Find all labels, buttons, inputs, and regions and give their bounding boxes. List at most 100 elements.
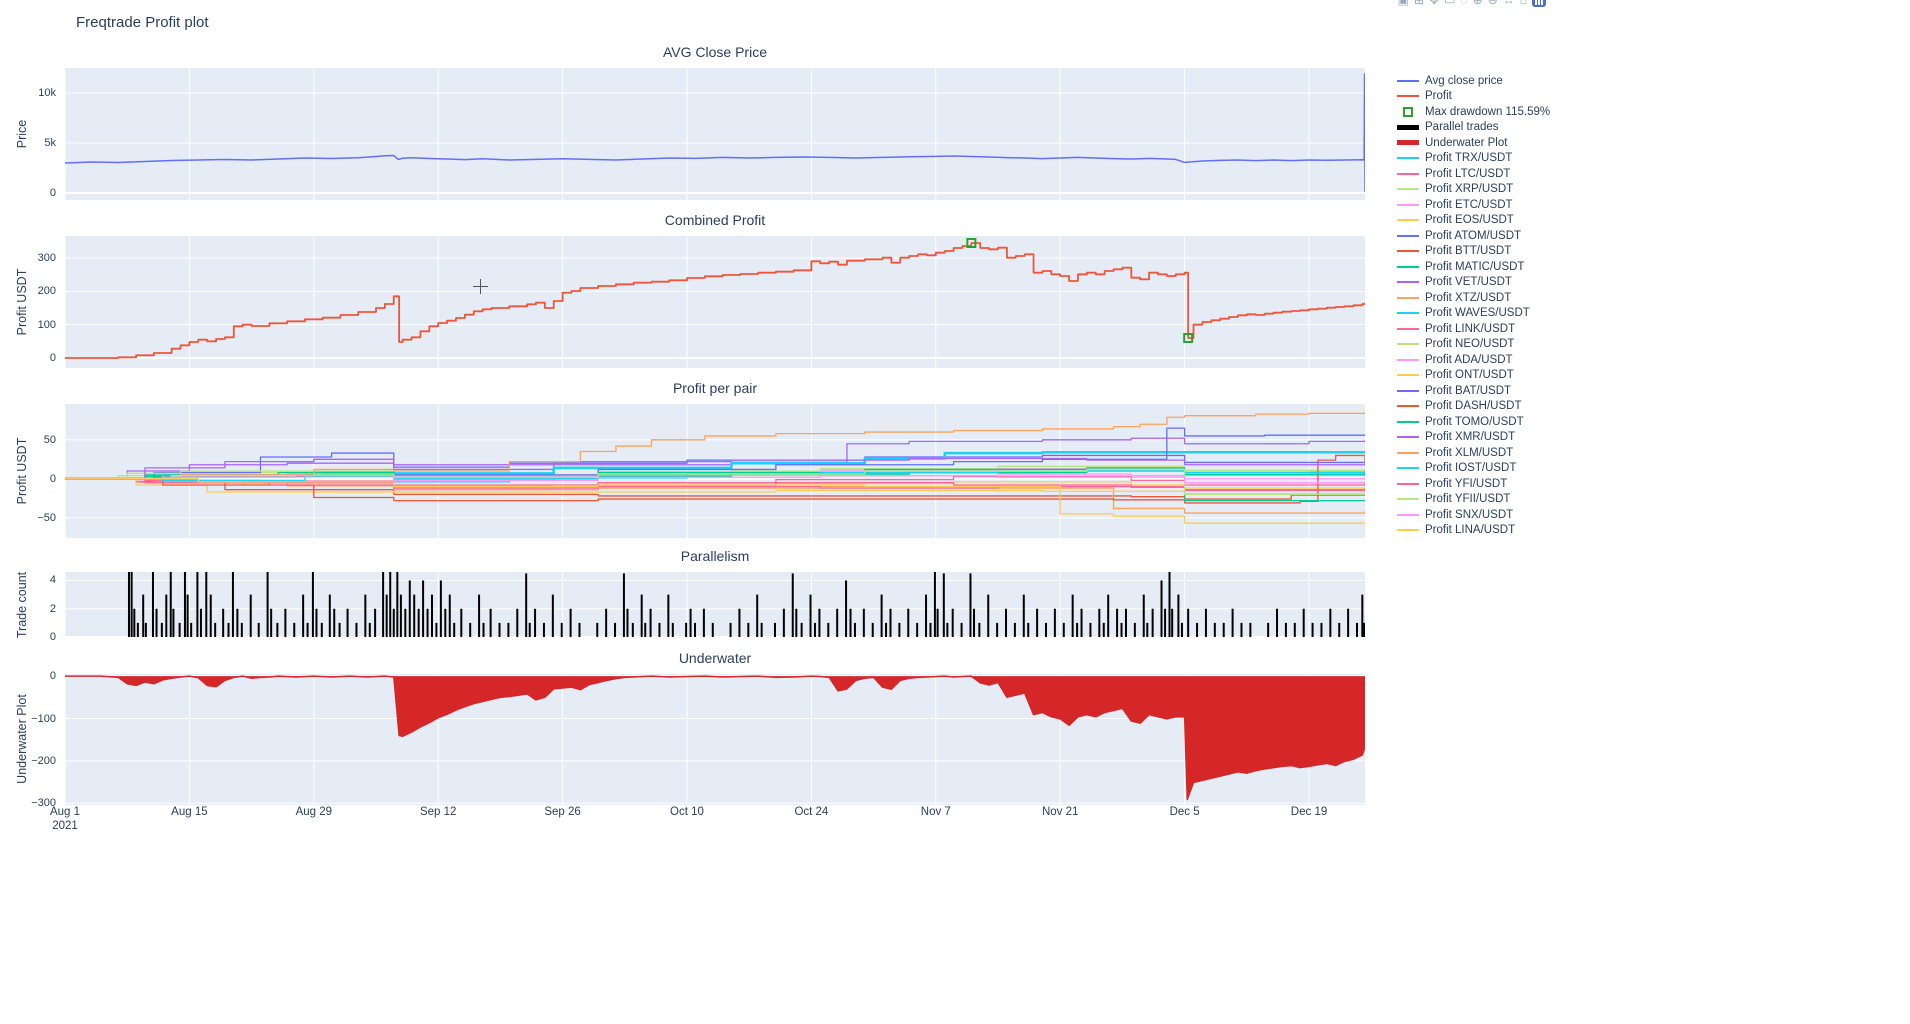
subplot-title-avg-close-price: AVG Close Price [663, 44, 767, 60]
y-tick-label: −200 [31, 754, 56, 767]
legend-item[interactable]: Profit YFII/USDT [1396, 492, 1571, 508]
legend-swatch-icon [1396, 234, 1420, 237]
series-Profit LINA/USDT[interactable] [65, 478, 1365, 524]
legend-item[interactable]: Profit BAT/USDT [1396, 383, 1571, 399]
legend-item[interactable]: Profit EOS/USDT [1396, 213, 1571, 229]
legend-item[interactable]: Underwater Plot [1396, 135, 1571, 151]
series-Profit SNX/USDT[interactable] [65, 475, 1366, 484]
camera-icon[interactable]: ▣ [1397, 0, 1410, 7]
subplot-avg-close-price[interactable] [64, 68, 1366, 200]
subplot-underwater[interactable] [64, 674, 1366, 805]
y-tick-label: 100 [37, 318, 56, 331]
legend-item[interactable]: Profit LTC/USDT [1396, 166, 1571, 182]
legend-item[interactable]: Profit TRX/USDT [1396, 151, 1571, 167]
y-axis-label-profit-usdt-2: Profit USDT [15, 437, 29, 505]
zoom-out-icon[interactable]: ⊖ [1487, 0, 1498, 7]
legend-item[interactable]: Profit XLM/USDT [1396, 445, 1571, 461]
legend-item[interactable]: Profit ONT/USDT [1396, 368, 1571, 384]
legend-item[interactable]: Profit LINA/USDT [1396, 523, 1571, 539]
zoom-in-icon[interactable]: ⊕ [1472, 0, 1483, 7]
series-Avg close price[interactable] [64, 73, 1366, 192]
legend-swatch-icon [1396, 296, 1420, 299]
subplot-title-profit-per-pair: Profit per pair [672, 380, 758, 396]
legend-swatch-icon [1396, 436, 1420, 439]
legend-item[interactable]: Profit DASH/USDT [1396, 399, 1571, 415]
y-tick-label: 0 [49, 670, 56, 683]
legend-label: Profit XLM/USDT [1425, 446, 1514, 459]
legend-swatch-icon [1396, 219, 1420, 222]
legend-swatch-icon [1396, 79, 1420, 82]
reset-axes-icon[interactable]: ⌂ [1519, 0, 1527, 7]
plotly-logo[interactable] [1532, 0, 1546, 7]
legend-item[interactable]: Profit [1396, 89, 1571, 105]
lasso-icon[interactable]: ◌ [1460, 0, 1468, 7]
legend-item[interactable]: Profit NEO/USDT [1396, 337, 1571, 353]
subplot-title-underwater: Underwater [678, 650, 752, 666]
pan-icon[interactable]: ✥ [1429, 0, 1440, 7]
subplot-canvas[interactable] [64, 404, 1366, 538]
plot-background [65, 68, 1365, 200]
legend-swatch-icon [1396, 106, 1420, 117]
area-Underwater Plot[interactable] [65, 676, 1365, 800]
y-tick-label: 200 [37, 285, 56, 298]
legend-item[interactable]: Avg close price [1396, 73, 1571, 89]
legend-item[interactable]: Profit LINK/USDT [1396, 321, 1571, 337]
legend-item[interactable]: Profit IOST/USDT [1396, 461, 1571, 477]
legend-item[interactable]: Profit WAVES/USDT [1396, 306, 1571, 322]
legend-item[interactable]: Profit TOMO/USDT [1396, 414, 1571, 430]
max-drawdown-marker[interactable] [966, 238, 977, 248]
legend-swatch-icon [1396, 343, 1420, 346]
legend-swatch-icon [1396, 389, 1420, 392]
legend-item[interactable]: Profit VET/USDT [1396, 275, 1571, 291]
y-axis-label-underwater: Underwater Plot [15, 694, 29, 784]
legend-item[interactable]: Parallel trades [1396, 120, 1571, 136]
subplot-canvas[interactable] [64, 68, 1366, 200]
series-Underwater Plot[interactable] [65, 675, 1366, 801]
legend-item[interactable]: Profit ADA/USDT [1396, 352, 1571, 368]
legend-item[interactable]: Profit MATIC/USDT [1396, 259, 1571, 275]
legend-item[interactable]: Profit XMR/USDT [1396, 430, 1571, 446]
subplot-parallelism[interactable] [64, 572, 1366, 639]
subplot-combined-profit[interactable] [64, 236, 1366, 368]
legend-label: Profit ADA/USDT [1425, 353, 1513, 366]
subplot-profit-per-pair[interactable] [64, 404, 1366, 538]
series-Profit[interactable] [65, 242, 1366, 359]
legend-item[interactable]: Max drawdown 115.59% [1396, 104, 1571, 120]
trade-count-bars [127, 572, 1366, 638]
subplot-canvas[interactable] [64, 674, 1366, 805]
legend-item[interactable]: Profit YFI/USDT [1396, 476, 1571, 492]
x-tick-label: Aug 15 [171, 806, 208, 818]
legend-swatch-icon [1396, 405, 1420, 408]
max-drawdown-marker[interactable] [1183, 333, 1194, 343]
y-tick-label: 10k [38, 87, 56, 99]
zoom-icon[interactable]: ⊞ [1414, 0, 1425, 7]
legend-label: Profit BTT/USDT [1425, 245, 1512, 258]
legend-label: Underwater Plot [1425, 136, 1508, 149]
legend-item[interactable]: Profit XTZ/USDT [1396, 290, 1571, 306]
series-Profit XLM/USDT[interactable] [65, 411, 1366, 480]
legend-label: Profit TOMO/USDT [1425, 415, 1524, 428]
legend-item[interactable]: Profit ATOM/USDT [1396, 228, 1571, 244]
y-tick-label: 50 [43, 433, 56, 446]
legend-swatch-icon [1396, 327, 1420, 330]
subplot-canvas[interactable] [64, 236, 1366, 368]
legend-label: Profit LINA/USDT [1425, 524, 1516, 537]
legend-label: Profit IOST/USDT [1425, 462, 1517, 475]
y-tick-label: −50 [37, 511, 56, 524]
legend-label: Profit VET/USDT [1425, 276, 1512, 289]
box-select-icon[interactable]: ▭ [1444, 0, 1456, 7]
legend-label: Profit WAVES/USDT [1425, 307, 1530, 320]
autoscale-icon[interactable]: ↔ [1502, 0, 1515, 7]
legend-item[interactable]: Profit ETC/USDT [1396, 197, 1571, 213]
legend: Avg close price Profit Max drawdown 115.59… [1396, 73, 1571, 538]
legend-label: Profit NEO/USDT [1425, 338, 1515, 351]
legend-item[interactable]: Profit XRP/USDT [1396, 182, 1571, 198]
legend-item[interactable]: Profit BTT/USDT [1396, 244, 1571, 260]
legend-swatch-icon [1396, 498, 1420, 501]
subplot-canvas[interactable] [64, 572, 1366, 639]
legend-swatch-icon [1396, 203, 1420, 206]
legend-item[interactable]: Profit SNX/USDT [1396, 507, 1571, 523]
y-tick-label: −100 [31, 712, 56, 725]
series-Profit DASH/USDT[interactable] [65, 454, 1366, 504]
legend-label: Profit EOS/USDT [1425, 214, 1514, 227]
